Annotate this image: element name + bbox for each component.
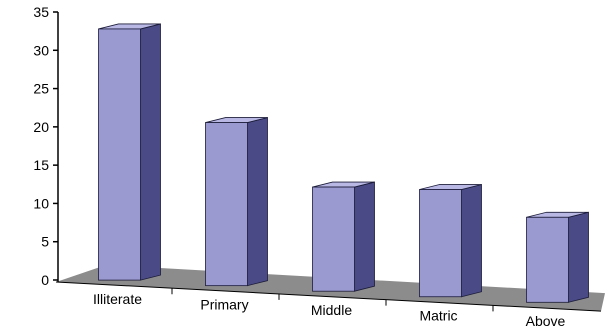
bar [98, 23, 161, 281]
y-tick-label: 0 [41, 272, 49, 288]
bar-front [312, 186, 355, 292]
bar [526, 211, 589, 303]
bar-side [354, 181, 375, 292]
bar-side [461, 184, 482, 298]
bar-side [568, 211, 589, 303]
bar-front [526, 216, 569, 303]
bar [419, 184, 482, 298]
y-tick-label: 25 [33, 81, 49, 97]
y-axis-ticks: 0 5 10 15 20 25 30 35 [33, 4, 58, 288]
bar-series [98, 23, 589, 303]
bar [312, 181, 375, 292]
y-tick-label: 35 [33, 4, 49, 20]
x-category-label: Illiterate [93, 291, 142, 307]
x-category-label: Primary [200, 297, 248, 313]
x-category-label: Above [526, 313, 566, 329]
y-tick-label: 15 [33, 157, 49, 173]
y-tick-label: 20 [33, 119, 49, 135]
bar-side [247, 117, 268, 287]
x-axis-labels: Illiterate Primary Middle Matric Above [93, 288, 566, 329]
bar-side [140, 23, 161, 281]
y-tick-label: 30 [33, 42, 49, 58]
bar [205, 117, 268, 287]
y-tick-label: 5 [41, 234, 49, 250]
y-tick-label: 10 [33, 195, 49, 211]
x-category-label: Matric [419, 308, 457, 324]
bar-front [419, 189, 462, 298]
bar-front [98, 28, 141, 281]
bar-front [205, 122, 248, 287]
x-category-label: Middle [311, 302, 352, 318]
floor-front-edge [55, 281, 602, 312]
